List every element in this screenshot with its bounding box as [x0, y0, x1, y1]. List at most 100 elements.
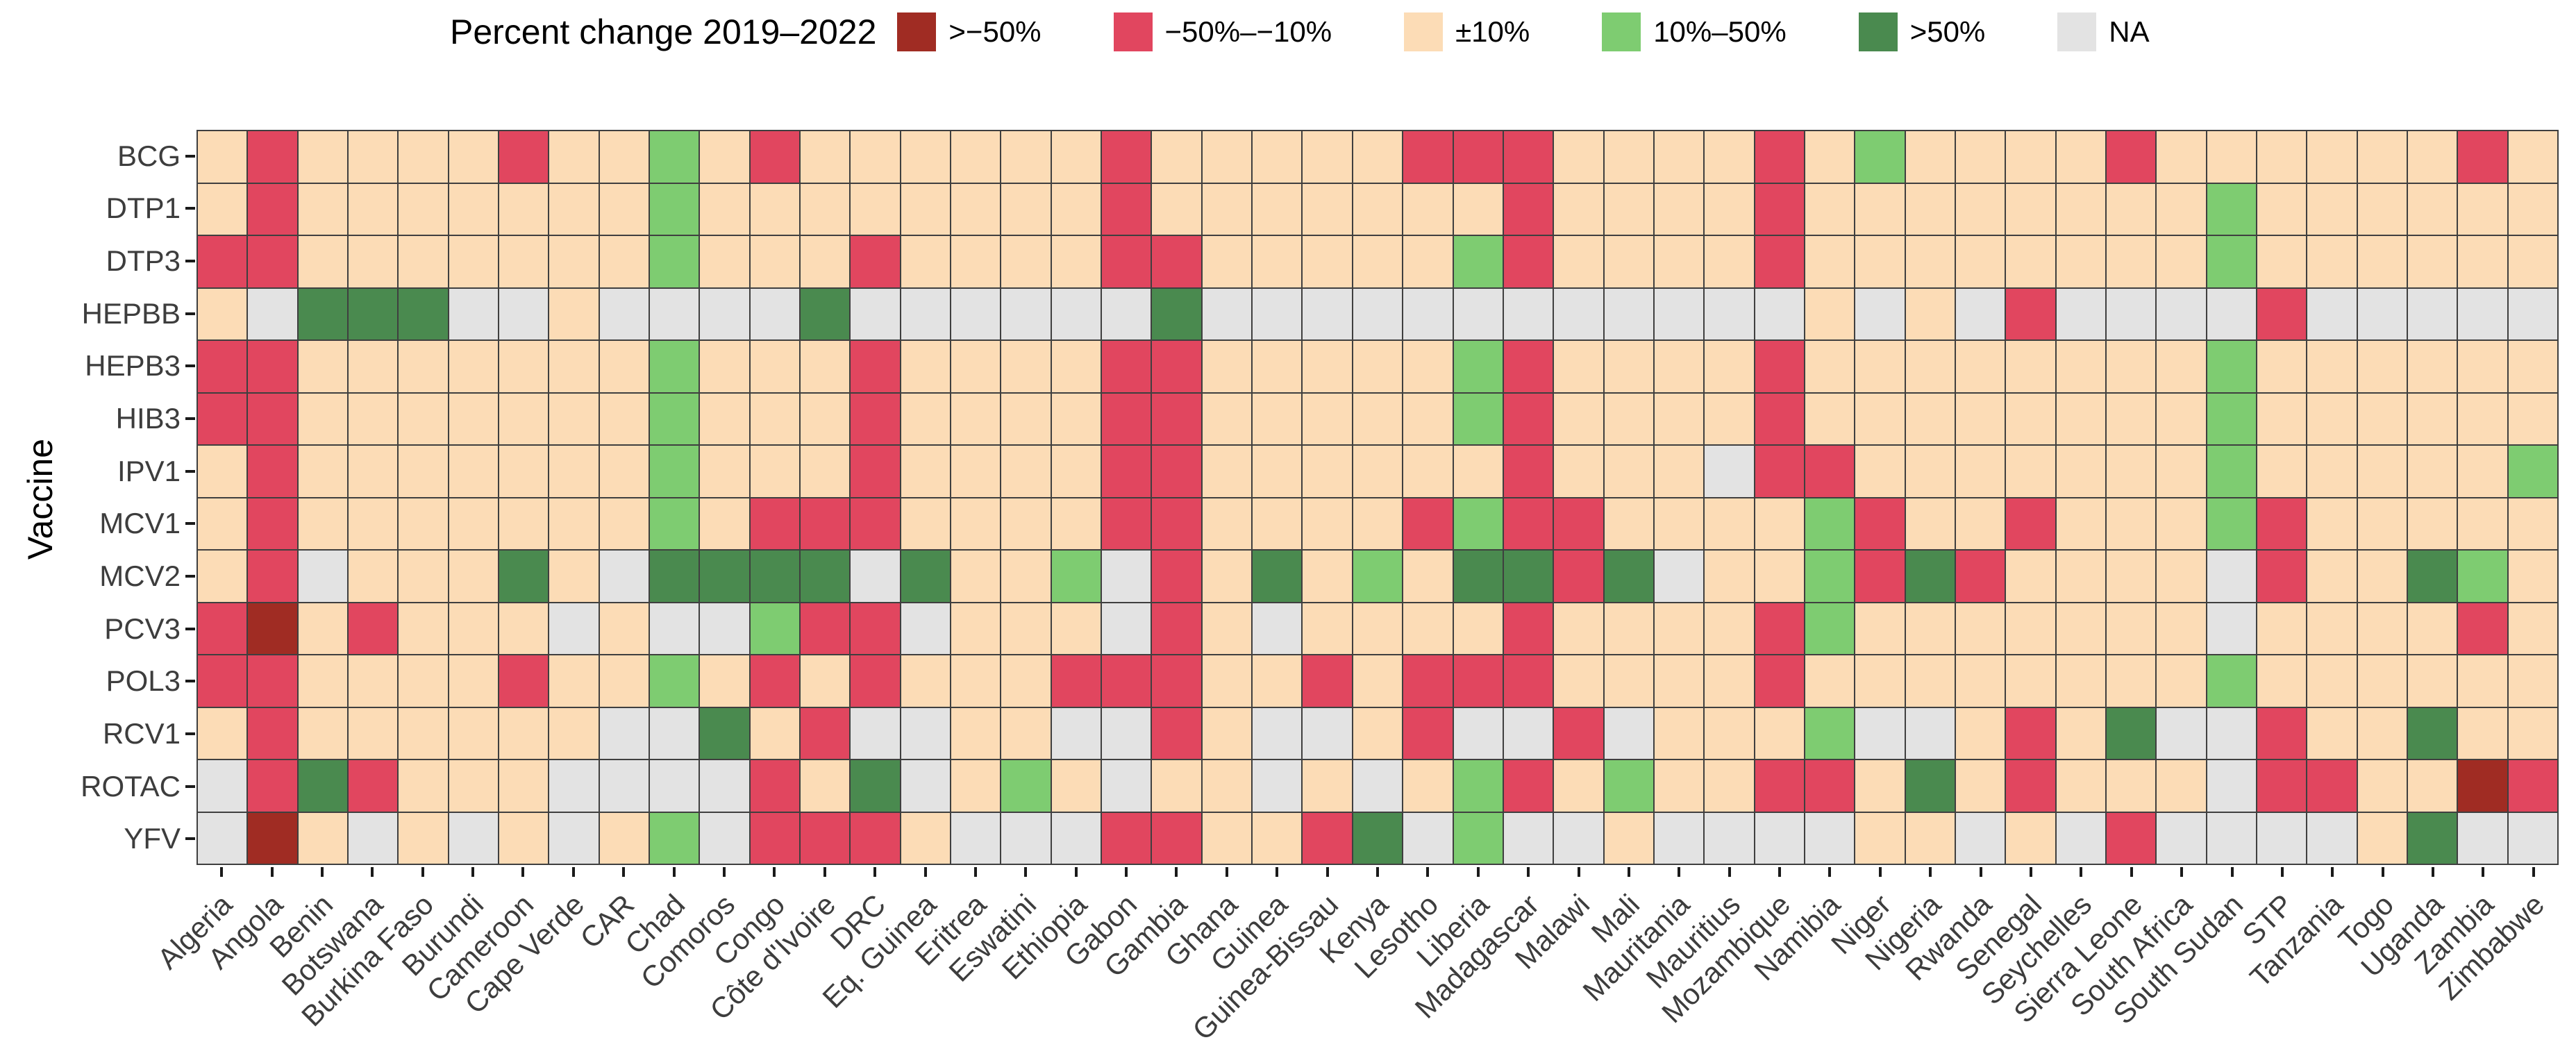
- y-axis-tick: [185, 784, 195, 788]
- heatmap-cell: [1553, 655, 1604, 707]
- heatmap-cell: [1051, 812, 1102, 864]
- heatmap-cell: [2055, 602, 2106, 655]
- heatmap-cell: [1653, 707, 1705, 760]
- heatmap-cell: [599, 602, 650, 655]
- heatmap-cell: [649, 812, 700, 864]
- heatmap-cell: [549, 497, 599, 550]
- heatmap-cell: [2307, 497, 2357, 550]
- heatmap-cell: [1001, 602, 1051, 655]
- x-axis-tick: [1476, 867, 1480, 877]
- heatmap-cell: [1754, 760, 1805, 812]
- heatmap-cell: [1905, 445, 1955, 498]
- heatmap-cell: [1704, 812, 1755, 864]
- heatmap-cell: [699, 183, 750, 235]
- heatmap-cell: [900, 445, 951, 498]
- heatmap-cell: [1804, 340, 1855, 393]
- heatmap-cell: [2357, 131, 2407, 183]
- heatmap-cell: [297, 183, 349, 235]
- heatmap-cell: [549, 235, 599, 288]
- heatmap-cell: [2055, 183, 2106, 235]
- heatmap-cell: [2507, 392, 2558, 445]
- heatmap-cell: [2256, 235, 2307, 288]
- heatmap-cell: [2457, 340, 2508, 393]
- heatmap-cell: [1955, 287, 2006, 340]
- y-axis-tick: [185, 469, 195, 473]
- heatmap-cell: [699, 131, 750, 183]
- heatmap-cell: [1603, 235, 1654, 288]
- heatmap-cell: [1855, 497, 1905, 550]
- heatmap-cell: [2005, 812, 2056, 864]
- heatmap-cell: [1804, 392, 1855, 445]
- heatmap-cell: [2457, 183, 2508, 235]
- heatmap-cell: [2357, 707, 2407, 760]
- heatmap-cell: [2206, 235, 2257, 288]
- heatmap-cell: [1653, 183, 1705, 235]
- heatmap-cell: [1603, 602, 1654, 655]
- heatmap-cell: [1302, 131, 1353, 183]
- heatmap-cell: [2307, 445, 2357, 498]
- heatmap-cell: [549, 445, 599, 498]
- y-axis-label: BCG: [117, 139, 181, 172]
- heatmap-cell: [1352, 812, 1403, 864]
- x-axis-tick: [571, 867, 575, 877]
- heatmap-cell: [2156, 550, 2207, 603]
- heatmap-cell: [1905, 392, 1955, 445]
- heatmap-cell: [197, 235, 248, 288]
- heatmap-cell: [599, 445, 650, 498]
- x-axis-tick: [1577, 867, 1580, 877]
- heatmap-cell: [1653, 131, 1705, 183]
- heatmap-cell: [1704, 550, 1755, 603]
- heatmap-cell: [499, 392, 549, 445]
- heatmap-cell: [1201, 550, 1253, 603]
- heatmap-cell: [2457, 655, 2508, 707]
- heatmap-cell: [1201, 655, 1253, 707]
- heatmap-cell: [699, 707, 750, 760]
- heatmap-cell: [2105, 235, 2157, 288]
- heatmap-cell: [297, 707, 349, 760]
- heatmap-cell: [1603, 445, 1654, 498]
- heatmap-cell: [1855, 707, 1905, 760]
- heatmap-cell: [2206, 760, 2257, 812]
- heatmap-cell: [2357, 497, 2407, 550]
- heatmap-cell: [1603, 131, 1654, 183]
- heatmap-cell: [699, 655, 750, 707]
- y-axis-tick: [185, 732, 195, 735]
- heatmap-cell: [1955, 235, 2006, 288]
- x-axis-tick: [1929, 867, 1932, 877]
- heatmap-cell: [398, 183, 449, 235]
- heatmap-cell: [398, 287, 449, 340]
- heatmap-cell: [448, 760, 499, 812]
- heatmap-cell: [1302, 550, 1353, 603]
- heatmap-cell: [197, 655, 248, 707]
- heatmap-cell: [499, 812, 549, 864]
- heatmap-cell: [2357, 445, 2407, 498]
- heatmap-cell: [1151, 392, 1202, 445]
- heatmap-cell: [2055, 497, 2106, 550]
- heatmap-cell: [348, 445, 399, 498]
- heatmap-cell: [951, 497, 1001, 550]
- heatmap-cell: [197, 392, 248, 445]
- heatmap-cell: [1403, 445, 1453, 498]
- heatmap-cell: [2156, 445, 2207, 498]
- x-axis-tick: [2080, 867, 2083, 877]
- x-axis-tick: [471, 867, 475, 877]
- heatmap-cell: [1955, 812, 2006, 864]
- x-axis-tick: [1778, 867, 1782, 877]
- heatmap-cell: [499, 707, 549, 760]
- heatmap-cell: [1855, 550, 1905, 603]
- heatmap-cell: [247, 497, 298, 550]
- heatmap-cell: [1252, 707, 1303, 760]
- heatmap-cell: [1403, 287, 1453, 340]
- x-axis-tick: [2331, 867, 2334, 877]
- heatmap-cell: [448, 497, 499, 550]
- heatmap-cell: [1955, 445, 2006, 498]
- heatmap-cell: [549, 183, 599, 235]
- heatmap-cell: [2507, 550, 2558, 603]
- heatmap-cell: [297, 760, 349, 812]
- heatmap-cell: [649, 655, 700, 707]
- x-axis-tick: [2280, 867, 2284, 877]
- heatmap-cell: [1101, 445, 1152, 498]
- heatmap-cell: [2407, 707, 2458, 760]
- heatmap-cell: [1302, 183, 1353, 235]
- heatmap-cell: [549, 812, 599, 864]
